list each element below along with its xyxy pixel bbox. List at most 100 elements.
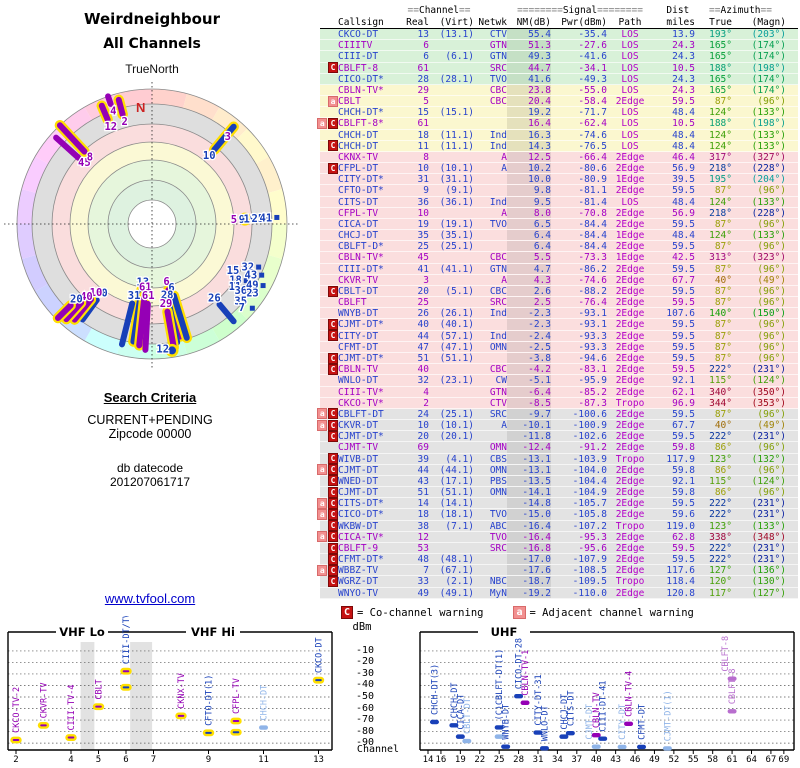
virtual-channel-cell: (31.1): [439, 174, 474, 186]
distance-cell: 24.3: [672, 40, 695, 52]
chart-marker-label: CKNX-TV: [177, 673, 187, 709]
nm-db-cell: -13.5: [507, 475, 551, 487]
callsign-cell: WKBW-DT: [338, 520, 379, 532]
network-cell: ABC: [489, 520, 507, 532]
x-tick-label: 9: [206, 755, 211, 765]
azimuth-magnetic-cell: (174°): [751, 51, 786, 63]
path-cell: 2Edge: [615, 565, 645, 577]
warning-badges: [320, 375, 338, 385]
table-row: CITY-DT* 31 (31.1) 10.0 -80.9 1Edge 39.5 195° (2…: [320, 174, 798, 186]
real-channel-cell: 36: [417, 196, 429, 208]
radar-marker-label: 20: [70, 294, 83, 306]
dbm-tick-label: -50: [355, 691, 374, 702]
north-n-label: N: [136, 100, 145, 115]
co-channel-badge-icon: C: [341, 606, 354, 619]
network-cell: [474, 241, 507, 251]
warning-badges: [320, 197, 338, 207]
power-dbm-cell: -95.3: [578, 531, 607, 543]
azimuth-true-cell: 123°: [709, 453, 732, 465]
power-dbm-cell: -93.3: [578, 330, 607, 342]
table-row: CBLFT-D* 25 (25.1) 6.4 -84.4 2Edge 59.5 87° (96°…: [320, 241, 798, 253]
azimuth-true-cell: 87°: [714, 341, 732, 353]
callsign-cell: CFMT-DT*: [338, 554, 384, 566]
radar-marker-label: 49: [246, 280, 259, 292]
chart-marker: [259, 725, 268, 730]
path-cell: Tropo: [615, 520, 645, 532]
power-dbm-cell: -88.2: [578, 285, 607, 297]
network-cell: [474, 554, 507, 564]
radar-compass-sector: [17, 189, 37, 224]
virtual-channel-cell: [429, 398, 474, 408]
azimuth-true-cell: 87°: [714, 218, 732, 230]
real-channel-cell: 53: [417, 542, 429, 554]
chart-marker-label: CFMT-DT: [638, 704, 648, 740]
radar-marker-label: 10: [95, 288, 108, 300]
radar-marker-label: 31: [128, 290, 141, 302]
callsign-cell: CBLT-DT: [338, 285, 379, 297]
chart-marker: [120, 683, 132, 691]
nm-db-cell: 10.0: [507, 174, 551, 185]
azimuth-true-cell: 87°: [714, 408, 732, 420]
nm-db-cell: 14.3: [507, 140, 551, 152]
co-channel-badge-icon: C: [328, 117, 338, 129]
distance-cell: 107.6: [666, 308, 695, 320]
virtual-channel-cell: (47.1): [439, 341, 474, 353]
path-cell: 2Edge: [615, 464, 645, 476]
path-cell: 2Edge: [615, 96, 645, 108]
chart-marker: [175, 712, 187, 720]
virtual-channel-cell: (11.1): [439, 129, 474, 141]
real-channel-cell: 40: [417, 319, 429, 331]
tvfool-link[interactable]: www.tvfool.com: [104, 591, 196, 606]
network-cell: [474, 431, 507, 441]
co-channel-badge-icon: C: [328, 285, 338, 297]
azimuth-true-cell: 87°: [714, 263, 732, 275]
radar-marker-label: 8: [87, 151, 93, 163]
network-cell: SRC: [489, 62, 507, 74]
power-dbm-cell: -104.0: [572, 464, 607, 476]
distance-cell: 117.6: [666, 565, 695, 577]
callsign-cell: CBLN-TV*: [338, 252, 384, 264]
power-dbm-cell: -62.4: [578, 118, 607, 130]
table-row: a CBLT 5 CBC 20.4 -58.4 2Edge 59.5 87° (96°): [320, 95, 798, 108]
azimuth-magnetic-cell: (133°): [751, 520, 786, 532]
x-tick-label: 43: [610, 755, 621, 765]
chart-marker: [120, 667, 132, 675]
distance-cell: 119.0: [666, 520, 695, 532]
callsign-cell: CIII-DT*: [338, 263, 384, 275]
unused-band: [80, 642, 95, 750]
azimuth-true-cell: 87°: [714, 96, 732, 108]
distance-cell: 48.4: [672, 129, 695, 141]
warning-badges: [320, 51, 338, 61]
chart-marker: [230, 728, 242, 736]
callsign-cell: CKCO-DT: [338, 29, 379, 40]
azimuth-true-cell: 222°: [709, 498, 732, 510]
network-cell: CW: [495, 375, 507, 387]
distance-cell: 48.4: [672, 107, 695, 119]
azimuth-true-cell: 165°: [709, 73, 732, 85]
chart-marker: [429, 719, 439, 725]
chart-marker-label: CBLN-TV: [592, 692, 602, 728]
radar-compass-sector: [183, 93, 220, 121]
real-channel-cell: 61: [417, 62, 429, 74]
path-cell: 2Edge: [615, 297, 645, 309]
azimuth-magnetic-cell: (96°): [757, 487, 786, 499]
callsign-cell: CJMT-DT*: [338, 431, 384, 443]
chart-marker-label: CITY-DT-31: [534, 674, 544, 725]
table-row: C CJMT-DT* 51 (51.1) -3.8 -94.6 2Edge 59.5 87° (9…: [320, 352, 798, 365]
callsign-cell: CFPL-TV: [338, 207, 379, 219]
real-channel-cell: 44: [417, 464, 429, 476]
azimuth-magnetic-cell: (204°): [751, 174, 786, 186]
nm-db-cell: -8.5: [507, 397, 551, 409]
warning-badges: C: [320, 430, 338, 442]
virtual-channel-cell: (11.1): [439, 140, 474, 152]
x-tick-label: 61: [727, 755, 738, 765]
radar-marker: [164, 308, 177, 351]
network-cell: SRC: [489, 297, 507, 309]
radar-marker-label: 43: [245, 269, 258, 281]
nm-db-cell: 8.0: [507, 207, 551, 219]
adjacent-channel-badge-icon: a: [317, 564, 328, 576]
radar-marker: [136, 292, 148, 349]
azimuth-magnetic-cell: (231°): [751, 498, 786, 510]
